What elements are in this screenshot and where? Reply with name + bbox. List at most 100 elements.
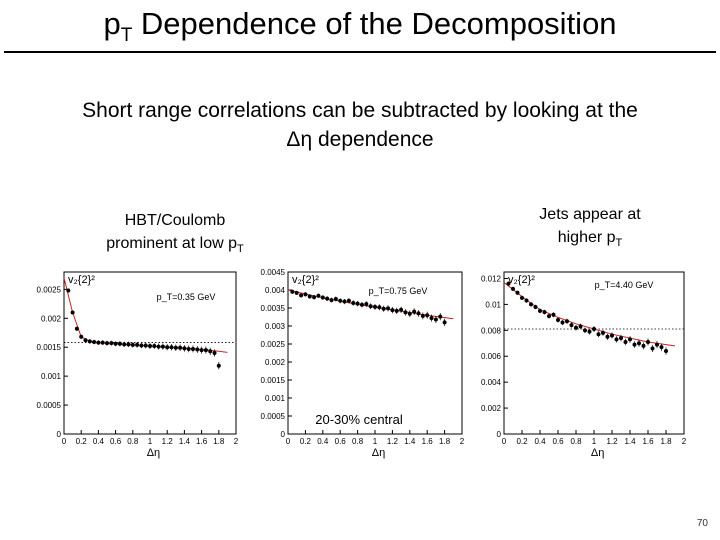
data-point (109, 341, 114, 346)
data-point (312, 295, 317, 300)
pt-annotation: p_T=0.75 GeV (369, 286, 428, 296)
slide-title: pT Dependence of the Decomposition (0, 4, 720, 56)
y-tick-label: 0 (281, 430, 286, 439)
data-point (664, 349, 668, 354)
x-axis-label: Δη (147, 447, 160, 459)
data-point (542, 310, 547, 315)
data-point (364, 302, 369, 307)
data-point (199, 348, 204, 353)
x-tick-label: 1.8 (439, 437, 451, 446)
data-point (407, 311, 412, 316)
data-point (169, 345, 174, 350)
data-point (377, 305, 382, 310)
y-tick-label: 0.0005 (261, 412, 286, 421)
x-tick-label: 0.6 (552, 437, 564, 446)
data-point (399, 307, 404, 312)
x-axis-label: Δη (372, 447, 385, 459)
subtitle: Short range correlations can be subtract… (20, 96, 700, 154)
chart-svg: 0 0.0005 0.001 0.0015 0.002 0.0025 0.003 0.0035… (261, 268, 465, 459)
y-tick-label: 0.006 (481, 352, 502, 361)
data-point (316, 293, 321, 298)
data-point (623, 339, 628, 344)
x-tick-label: 0.6 (335, 437, 347, 446)
callout-hbt-line-2-text: prominent at low p (106, 235, 237, 252)
x-tick-label: 1.8 (213, 437, 225, 446)
data-point (569, 323, 574, 328)
data-point (152, 344, 157, 349)
data-point (307, 294, 312, 299)
data-point (333, 297, 338, 301)
callout-hbt-subscript: T (237, 243, 244, 255)
data-point (560, 320, 565, 325)
data-point (632, 342, 637, 347)
subtitle-line-1: Short range correlations can be subtract… (82, 99, 638, 122)
pt-annotation: p_T=0.35 GeV (157, 292, 216, 302)
data-point (79, 334, 84, 339)
title-rest: Dependence of the Decomposition (132, 6, 617, 41)
data-point (412, 309, 417, 314)
data-point (96, 340, 101, 345)
y-tick-label: 0.0005 (37, 401, 62, 410)
centrality-caption: 20-30% central (315, 412, 403, 427)
x-tick-label: 0 (502, 437, 507, 446)
data-point (420, 313, 425, 318)
y-tick-label: 0.0035 (261, 304, 286, 313)
data-point (74, 326, 79, 331)
data-point (596, 332, 601, 337)
y-tick-label: 0.003 (265, 322, 286, 331)
x-tick-label: 0.4 (534, 437, 546, 446)
data-point (355, 301, 360, 306)
callout-jets-line-2: higher pT (510, 226, 670, 255)
y-tick-label: 0.0015 (261, 376, 286, 385)
data-point (117, 341, 122, 346)
y-tick-label: 0.0025 (37, 285, 62, 294)
chart-panel-pt-035: 0 0.0005 0.001 0.0015 0.002 0.0025 0 0.2 0.4 0.6 0… (18, 262, 240, 468)
title-p: p (103, 6, 121, 41)
data-point (610, 333, 614, 338)
data-point (212, 351, 217, 355)
data-point (113, 341, 118, 346)
data-point (628, 337, 632, 342)
data-point (294, 290, 299, 295)
data-point (92, 340, 97, 345)
title-subscript: T (120, 25, 133, 46)
data-point (338, 298, 343, 303)
chart-svg: 0 0.002 0.004 0.006 0.008 0.01 0.012 0 0.2 0.4 0.6… (481, 271, 687, 459)
x-tick-label: 0.4 (93, 437, 105, 446)
data-point (659, 345, 664, 350)
x-tick-label: 0.4 (317, 437, 329, 446)
data-point (303, 292, 308, 297)
x-tick-label: 0.8 (127, 437, 139, 446)
x-tick-label: 1.6 (196, 437, 208, 446)
data-point (143, 343, 148, 348)
data-point (368, 304, 373, 309)
x-tick-label: 0.2 (516, 437, 528, 446)
callout-hbt-line-2: prominent at low pT (70, 232, 280, 261)
data-point (403, 310, 408, 315)
y-axis-label: v₂{2}² (68, 274, 95, 286)
y-tick-label: 0.012 (481, 274, 502, 283)
data-point (329, 298, 334, 303)
data-point (646, 339, 650, 344)
data-point (381, 306, 386, 311)
x-tick-label: 0.8 (570, 437, 582, 446)
x-tick-label: 2 (682, 437, 687, 446)
data-point (394, 308, 399, 313)
data-point (425, 313, 430, 318)
data-point (614, 337, 619, 342)
data-point (416, 311, 421, 316)
data-point (574, 325, 578, 330)
data-point (195, 347, 200, 352)
x-tick-label: 1.4 (404, 437, 416, 446)
data-point (438, 314, 443, 319)
x-tick-label: 1.2 (162, 437, 174, 446)
chart-panel-pt-440: 0 0.002 0.004 0.006 0.008 0.01 0.012 0 0.2 0.4 0.6… (466, 262, 688, 468)
x-axis-label: Δη (591, 447, 604, 459)
y-axis-label: v₂{2}² (292, 274, 319, 286)
y-tick-label: 0.001 (41, 372, 62, 381)
data-point (178, 345, 183, 350)
callout-jets-line-1: Jets appear at (539, 206, 641, 223)
data-point (186, 346, 191, 351)
data-point (565, 319, 569, 324)
data-point (346, 298, 351, 303)
